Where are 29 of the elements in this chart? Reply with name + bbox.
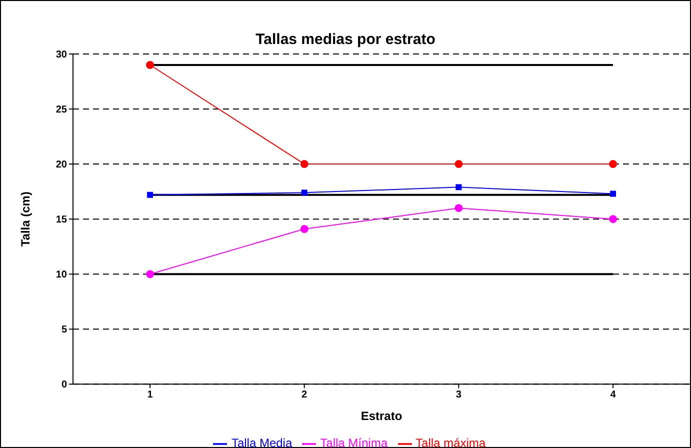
point bbox=[301, 190, 308, 196]
x-tick-label: 4 bbox=[610, 389, 616, 400]
point bbox=[456, 184, 462, 190]
point bbox=[454, 204, 463, 212]
point bbox=[610, 190, 616, 197]
y-tick-label: 15 bbox=[56, 214, 68, 226]
legend-label: Talla Mínima bbox=[320, 436, 388, 448]
y-tick-label: 0 bbox=[61, 380, 68, 391]
y-tick-label: 10 bbox=[56, 270, 68, 281]
x-tick-label: 2 bbox=[302, 389, 308, 400]
y-tick-label: 5 bbox=[61, 324, 68, 336]
y-tick-label: 25 bbox=[56, 104, 68, 116]
point bbox=[609, 160, 617, 168]
y-axis-title: Talla (cm) bbox=[18, 192, 32, 247]
x-axis-title: Estrato bbox=[360, 409, 402, 424]
point bbox=[454, 160, 463, 168]
point bbox=[300, 160, 308, 168]
x-tick-label: 1 bbox=[147, 389, 154, 400]
point bbox=[146, 61, 154, 70]
legend-label: Talla máxima bbox=[416, 436, 486, 448]
point bbox=[300, 224, 308, 233]
point bbox=[147, 192, 153, 198]
legend-label: Talla Media bbox=[231, 436, 292, 448]
point bbox=[609, 215, 617, 224]
y-tick-label: 20 bbox=[56, 160, 68, 171]
point bbox=[146, 270, 154, 278]
x-tick-label: 3 bbox=[456, 389, 462, 400]
y-tick-label: 30 bbox=[56, 50, 68, 61]
chart-title: Tallas medias por estrato bbox=[254, 31, 436, 48]
